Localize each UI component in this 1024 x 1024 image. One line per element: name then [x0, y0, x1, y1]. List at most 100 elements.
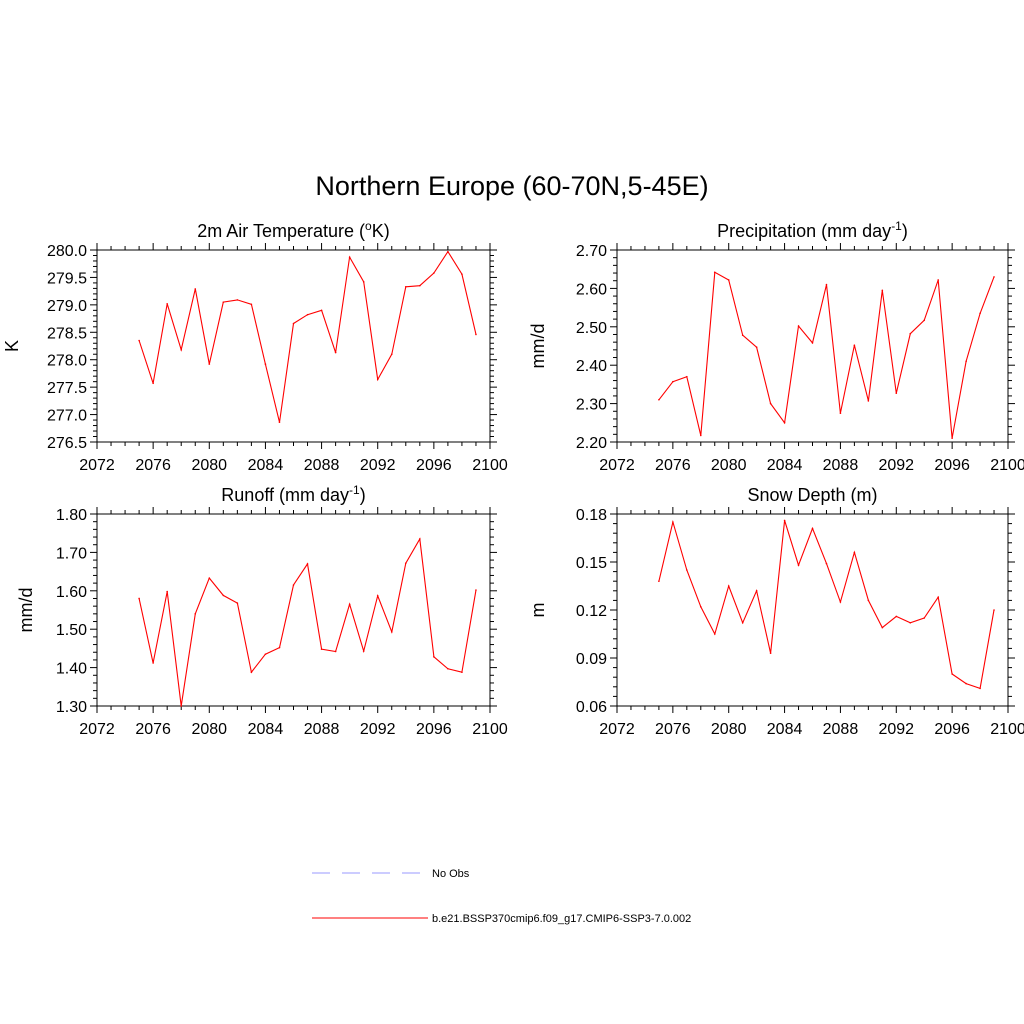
x-tick-label: 2092 — [360, 457, 396, 474]
x-tick-label: 2100 — [472, 721, 508, 738]
y-tick-label: 1.30 — [56, 699, 87, 716]
data-point — [236, 299, 239, 301]
data-point — [264, 363, 267, 365]
panel-snow-depth: Snow Depth (m) 2072 2076 2080 2084 2088 2092 20… — [528, 485, 1024, 738]
data-point — [741, 622, 744, 624]
y-tick-label: 278.0 — [47, 353, 87, 370]
y-axis-label: mm/d — [528, 324, 548, 369]
x-tick-label: 2076 — [135, 457, 171, 474]
data-point — [152, 382, 154, 385]
data-point — [686, 375, 688, 378]
y-tick-label: 2.70 — [576, 243, 607, 260]
x-tick-label: 2084 — [767, 721, 803, 738]
y-tick-label: 280.0 — [47, 243, 87, 260]
data-point — [937, 596, 939, 598]
series-line-snow-depth — [658, 519, 995, 690]
data-point — [672, 380, 674, 383]
data-point — [166, 302, 168, 305]
data-point — [741, 334, 744, 337]
data-point — [348, 603, 351, 606]
x-tick-label: 2084 — [767, 457, 803, 474]
panel-title-temperature: 2m Air Temperature (oK) — [197, 219, 389, 241]
x-tick-label: 2096 — [934, 721, 970, 738]
x-tick-label: 2088 — [823, 457, 859, 474]
data-point — [965, 682, 967, 685]
data-point — [993, 276, 995, 278]
data-point — [867, 599, 870, 602]
x-tick-label: 2072 — [79, 457, 115, 474]
series-line-precipitation — [658, 271, 995, 439]
data-point — [475, 333, 477, 336]
data-point — [699, 434, 702, 437]
data-point — [138, 339, 140, 342]
panel-runoff: Runoff (mm day-1) 2072 2076 2080 2084 2088 209… — [16, 483, 508, 738]
data-point — [334, 650, 337, 653]
x-tick-label: 2092 — [360, 721, 396, 738]
x-tick-label: 2096 — [934, 457, 970, 474]
data-point — [180, 349, 183, 351]
y-tick-label: 2.60 — [576, 281, 607, 298]
panel-title-runoff: Runoff (mm day-1) — [221, 483, 365, 505]
data-point — [236, 602, 239, 604]
data-point — [672, 521, 674, 523]
data-point — [278, 646, 281, 649]
data-point — [769, 652, 772, 654]
series-line-temperature — [138, 250, 477, 423]
y-axis-label: mm/d — [16, 588, 36, 633]
data-point — [250, 671, 253, 674]
data-point — [461, 671, 463, 674]
plot-frame — [96, 513, 491, 707]
x-tick-label: 2084 — [248, 721, 284, 738]
data-point — [404, 562, 407, 564]
y-tick-label: 2.50 — [576, 320, 607, 337]
data-point — [447, 667, 449, 670]
data-point — [937, 279, 939, 281]
x-tick-label: 2072 — [79, 721, 115, 738]
data-point — [713, 633, 716, 635]
data-point — [783, 519, 786, 522]
data-point — [461, 273, 463, 275]
data-point — [433, 272, 435, 274]
y-tick-label: 278.5 — [47, 325, 87, 342]
x-tick-label: 2072 — [599, 721, 635, 738]
panel-title-snow-depth: Snow Depth (m) — [747, 485, 877, 505]
x-tick-label: 2088 — [304, 721, 340, 738]
data-point — [895, 392, 898, 395]
y-tick-label: 277.0 — [47, 408, 87, 425]
x-tick-label: 2096 — [416, 457, 452, 474]
y-tick-label: 1.80 — [56, 507, 87, 524]
data-point — [951, 437, 953, 439]
data-point — [909, 622, 912, 624]
y-tick-label: 2.40 — [576, 358, 607, 375]
x-tick-label: 2092 — [878, 457, 914, 474]
data-point — [222, 301, 225, 303]
data-point — [839, 412, 842, 415]
data-point — [404, 285, 407, 288]
y-tick-label: 2.20 — [576, 435, 607, 452]
data-point — [979, 312, 981, 315]
data-point — [769, 402, 772, 405]
data-point — [658, 580, 660, 582]
data-point — [686, 569, 688, 571]
x-tick-label: 2096 — [416, 721, 452, 738]
y-tick-label: 0.18 — [576, 507, 607, 524]
data-point — [362, 650, 365, 652]
x-tick-label: 2100 — [990, 721, 1024, 738]
data-point — [923, 319, 926, 322]
data-point — [292, 584, 295, 586]
data-point — [825, 562, 828, 565]
y-tick-label: 0.15 — [576, 555, 607, 572]
x-tick-label: 2076 — [655, 721, 691, 738]
x-tick-label: 2072 — [599, 457, 635, 474]
data-point — [306, 313, 309, 316]
y-tick-label: 0.12 — [576, 603, 607, 620]
x-tick-label: 2088 — [304, 457, 340, 474]
data-point — [658, 398, 660, 401]
data-point — [853, 551, 856, 554]
data-point — [390, 353, 393, 356]
data-point — [867, 400, 870, 402]
data-point — [881, 289, 884, 292]
data-point — [797, 564, 800, 566]
data-point — [362, 281, 365, 283]
y-tick-label: 2.30 — [576, 397, 607, 414]
